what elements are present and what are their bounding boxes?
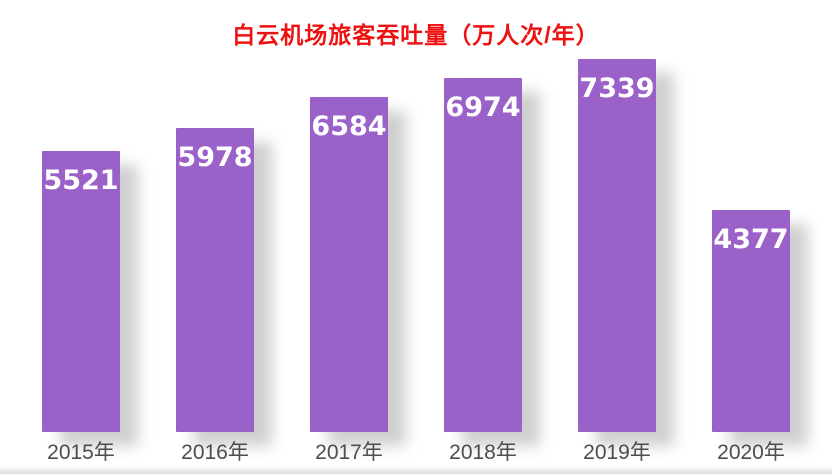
bar-group: 6584: [282, 56, 416, 432]
x-axis-label: 2016年: [181, 441, 249, 464]
bottom-shadow: [0, 466, 832, 474]
bar-value-label: 7339: [579, 73, 655, 105]
x-axis-label: 2017年: [315, 441, 383, 464]
bar-group: 7339: [550, 56, 684, 432]
bar-value-label: 6974: [445, 91, 521, 123]
bar: 4377: [712, 209, 790, 432]
x-axis-label: 2015年: [47, 441, 115, 464]
x-axis-label: 2020年: [717, 441, 785, 464]
bar: 5521: [42, 151, 120, 432]
bar-value-label: 6584: [311, 111, 387, 143]
bar: 6974: [444, 77, 522, 432]
bar-value-label: 5978: [177, 142, 253, 174]
bar-group: 5978: [148, 56, 282, 432]
bar-value-label: 4377: [713, 223, 789, 255]
bar: 5978: [176, 128, 254, 432]
bar-group: 6974: [416, 56, 550, 432]
bar: 6584: [310, 97, 388, 432]
bar-value-label: 5521: [43, 165, 119, 197]
x-axis-label: 2018年: [449, 441, 517, 464]
bar-group: 4377: [684, 56, 818, 432]
bar-group: 5521: [14, 56, 148, 432]
chart-title: 白云机场旅客吞吐量（万人次/年）: [232, 22, 600, 48]
x-axis: 2015年 2016年 2017年 2018年 2019年 2020年: [14, 436, 818, 470]
plot-area: 5521 5978 6584 6974 7339 4377: [14, 56, 818, 432]
x-axis-label: 2019年: [583, 441, 651, 464]
bar: 7339: [578, 59, 656, 432]
